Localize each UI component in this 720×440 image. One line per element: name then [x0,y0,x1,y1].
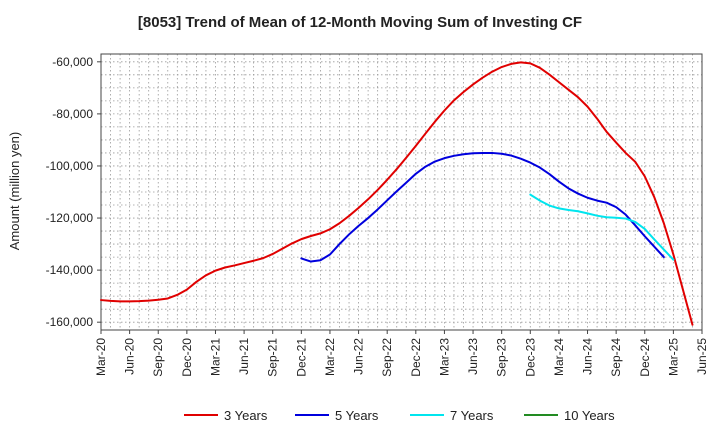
x-tick-label: Dec-21 [294,338,308,377]
legend-label-7-years: 7 Years [450,408,494,423]
legend-label-3-years: 3 Years [224,408,268,423]
legend: 3 Years 5 Years 7 Years 10 Years [184,408,615,423]
x-tick-label: Jun-21 [237,338,251,375]
y-tick-label: -160,000 [46,315,94,329]
y-axis-ticks: -60,000 -80,000 -100,000 -120,000 -140,000 -1… [46,55,101,329]
x-tick-label: Mar-23 [437,338,451,376]
x-tick-label: Jun-25 [695,338,709,375]
series-line-5-years [300,151,665,263]
x-tick-label: Jun-22 [352,338,366,375]
y-tick-label: -80,000 [52,107,93,121]
x-tick-label: Mar-21 [208,338,222,376]
legend-label-10-years: 10 Years [564,408,615,423]
x-tick-label: Dec-22 [409,338,423,377]
x-tick-label: Jun-20 [123,338,137,375]
x-tick-label: Mar-20 [94,338,108,376]
x-tick-label: Jun-24 [581,338,595,375]
x-tick-label: Sep-21 [266,338,280,377]
plot-area-frame [100,53,703,331]
x-tick-label: Mar-24 [552,338,566,376]
y-tick-label: -140,000 [46,263,94,277]
x-tick-label: Dec-20 [180,338,194,377]
x-tick-label: Sep-22 [380,338,394,377]
chart-title: [8053] Trend of Mean of 12-Month Moving … [138,14,582,31]
series-line-3-years [100,61,694,326]
x-tick-label: Sep-23 [495,338,509,377]
x-tick-label: Mar-22 [323,338,337,376]
y-tick-label: -120,000 [46,211,94,225]
x-tick-label: Sep-20 [151,338,165,377]
x-axis-ticks: Mar-20 Jun-20 Sep-20 Dec-20 Mar-21 Jun-21 Sep-… [94,330,709,377]
x-tick-label: Mar-25 [666,338,680,376]
x-tick-label: Jun-23 [466,338,480,375]
grid-layer [101,54,702,330]
x-tick-label: Dec-23 [523,338,537,377]
x-tick-label: Dec-24 [638,338,652,377]
y-tick-label: -100,000 [46,159,94,173]
series-line-7-years [529,193,675,261]
series-layer [100,61,694,326]
y-axis-label: Amount (million yen) [7,132,22,251]
legend-label-5-years: 5 Years [335,408,379,423]
x-tick-label: Sep-24 [609,338,623,377]
y-tick-label: -60,000 [52,55,93,69]
